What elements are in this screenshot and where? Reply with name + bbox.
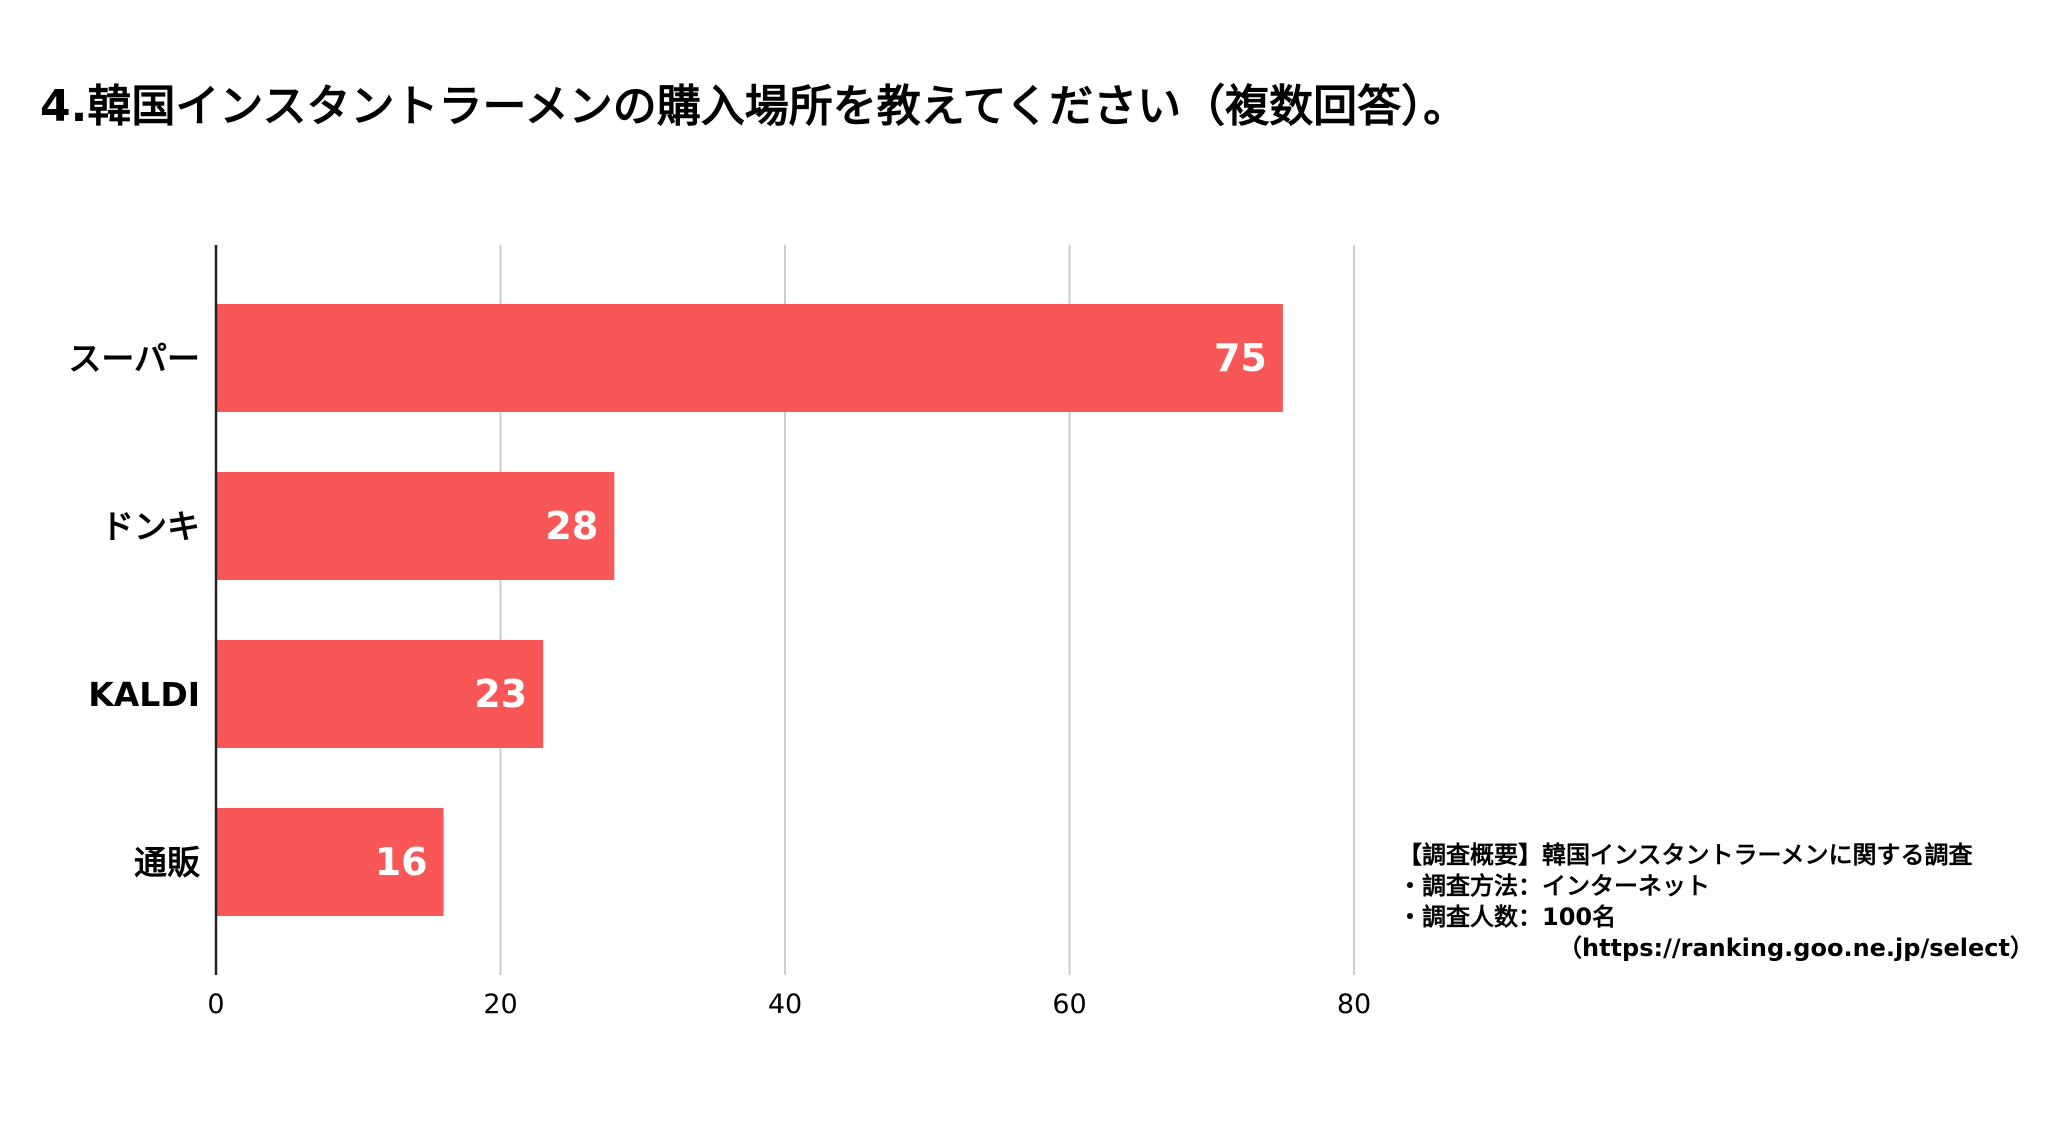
x-tick-label-40: 40 (768, 989, 802, 1020)
x-tick-label-60: 60 (1052, 989, 1086, 1020)
category-label-3: 通販 (134, 843, 201, 882)
survey-notes-line3: ・調査人数：100名 (1398, 903, 1617, 931)
survey-source: （https://ranking.goo.ne.jp/select） (1557, 934, 2034, 962)
x-tick-label-0: 0 (207, 989, 224, 1020)
x-tick-label-80: 80 (1337, 989, 1371, 1020)
x-tick-label-20: 20 (483, 989, 517, 1020)
data-label-1: 28 (545, 504, 598, 548)
survey-notes: 【調査概要】韓国インスタントラーメンに関する調査 ・調査方法：インターネット ・… (1398, 840, 2034, 964)
bars (216, 304, 1283, 916)
data-label-2: 23 (474, 672, 527, 716)
chart-title: 4.韓国インスタントラーメンの購入場所を教えてください（複数回答）。 (40, 81, 1468, 132)
category-label-2: KALDI (88, 675, 200, 714)
data-label-0: 75 (1214, 336, 1267, 380)
bar-0 (216, 304, 1283, 412)
category-label-1: ドンキ (101, 507, 200, 546)
bar-3 (216, 808, 444, 916)
category-label-0: スーパー (68, 339, 200, 378)
survey-notes-line1: 【調査概要】韓国インスタントラーメンに関する調査 (1398, 841, 1973, 869)
survey-notes-line2: ・調査方法：インターネット (1398, 872, 1710, 900)
bar-1 (216, 472, 615, 580)
labels: 0 20 40 60 80 75 スーパー 28 ドンキ 23 KALDI 16 通販 (68, 336, 1371, 1020)
data-label-3: 16 (375, 840, 428, 884)
bar-2 (216, 640, 544, 748)
